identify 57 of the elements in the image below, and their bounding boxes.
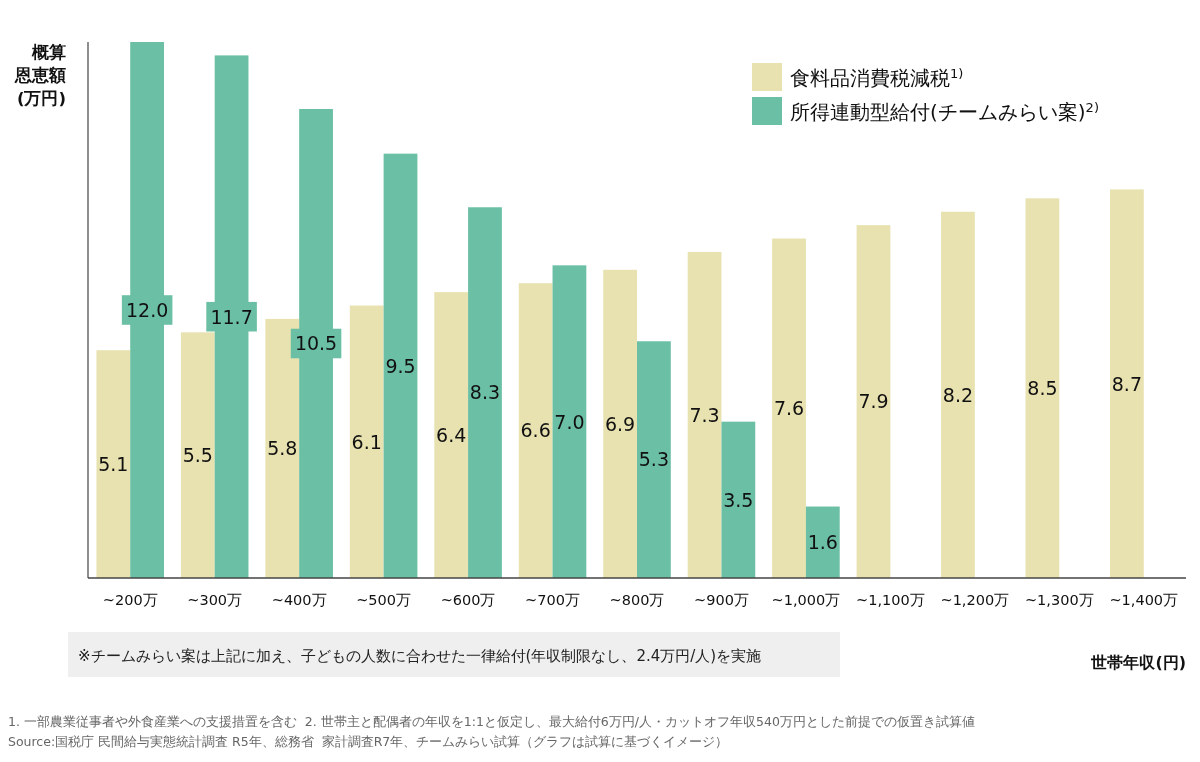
bar [941,211,975,578]
bar [805,506,840,578]
bar [180,332,215,578]
data-label: 7.0 [554,410,585,433]
bar [1109,189,1144,578]
x-tick-label: ~1,000万 [771,592,841,608]
bar [518,283,553,578]
data-label: 5.8 [267,437,298,460]
x-tick-label: ~400万 [271,592,327,608]
data-label: 9.5 [385,354,416,377]
bar [687,251,722,578]
data-label: 8.3 [469,381,501,404]
text: ※チームみらい案は上記に加え、子どもの人数に合わせた一律給付(年収制限なし、2.4万円/人)を実施 [78,647,762,665]
source-note: Source:国税庁 民間給与実態統計調査 R5年、総務省 家計調査R7年、チームみらい試算（グラフは試算に基づくイメージ） [8,734,729,749]
bar [856,225,891,578]
x-tick-label: ~1,100万 [856,592,925,608]
data-label: 8.5 [1027,377,1058,400]
bar [434,292,469,578]
bar [603,269,637,578]
data-label: 7.9 [858,390,889,413]
text: 1. 一部農業従事者や外食産業への支援措置を含む 2. 世帯主と配偶者の年収を1:1と仮定し、最大給付6万円/人・カットオフ年収540万円とした前提での仮置き試算値 [8,714,975,729]
x-tick-label: ~1,200万 [940,592,1010,608]
y-axis-title: 概算恩恵額(万円) [14,43,66,108]
data-label: 7.3 [689,403,720,426]
x-tick-label: ~300万 [187,592,243,608]
x-tick-label: ~500万 [356,592,412,608]
data-label: 5.3 [638,448,669,471]
data-label: 6.4 [436,423,467,446]
data-label: 3.5 [723,488,754,511]
x-tick-label: ~1,300万 [1024,592,1094,608]
data-label: 8.7 [1111,372,1142,395]
x-tick-label: ~1,400万 [1109,592,1179,608]
data-label: 7.6 [773,397,805,420]
x-tick-label: ~200万 [102,592,158,608]
data-label: 8.2 [942,383,974,406]
x-tick-label: ~700万 [525,592,580,608]
bar [721,421,756,578]
bar [552,265,587,578]
data-label: 6.1 [351,430,382,453]
legend-label: 食料品消費税減税$^{1)}$ [790,65,964,90]
data-label: 6.6 [520,419,551,442]
bar [349,305,384,578]
x-axis-title: 世帯年収(円) [1090,653,1186,672]
x-tick-label: ~600万 [440,592,496,608]
bar [96,350,131,578]
bar [772,238,806,578]
x-tick-label: ~900万 [694,592,749,608]
bar [1025,198,1060,578]
legend-label: 所得連動型給付(チームみらい案)$^{2)}$ [790,99,1099,124]
data-label: 6.9 [605,412,636,435]
bar [468,207,502,578]
bar [637,341,671,578]
data-label: 5.1 [98,452,129,475]
x-tick-label: ~800万 [609,592,665,608]
data-label: 1.6 [807,531,838,554]
data-label: 5.5 [182,444,213,467]
bar [383,153,418,578]
